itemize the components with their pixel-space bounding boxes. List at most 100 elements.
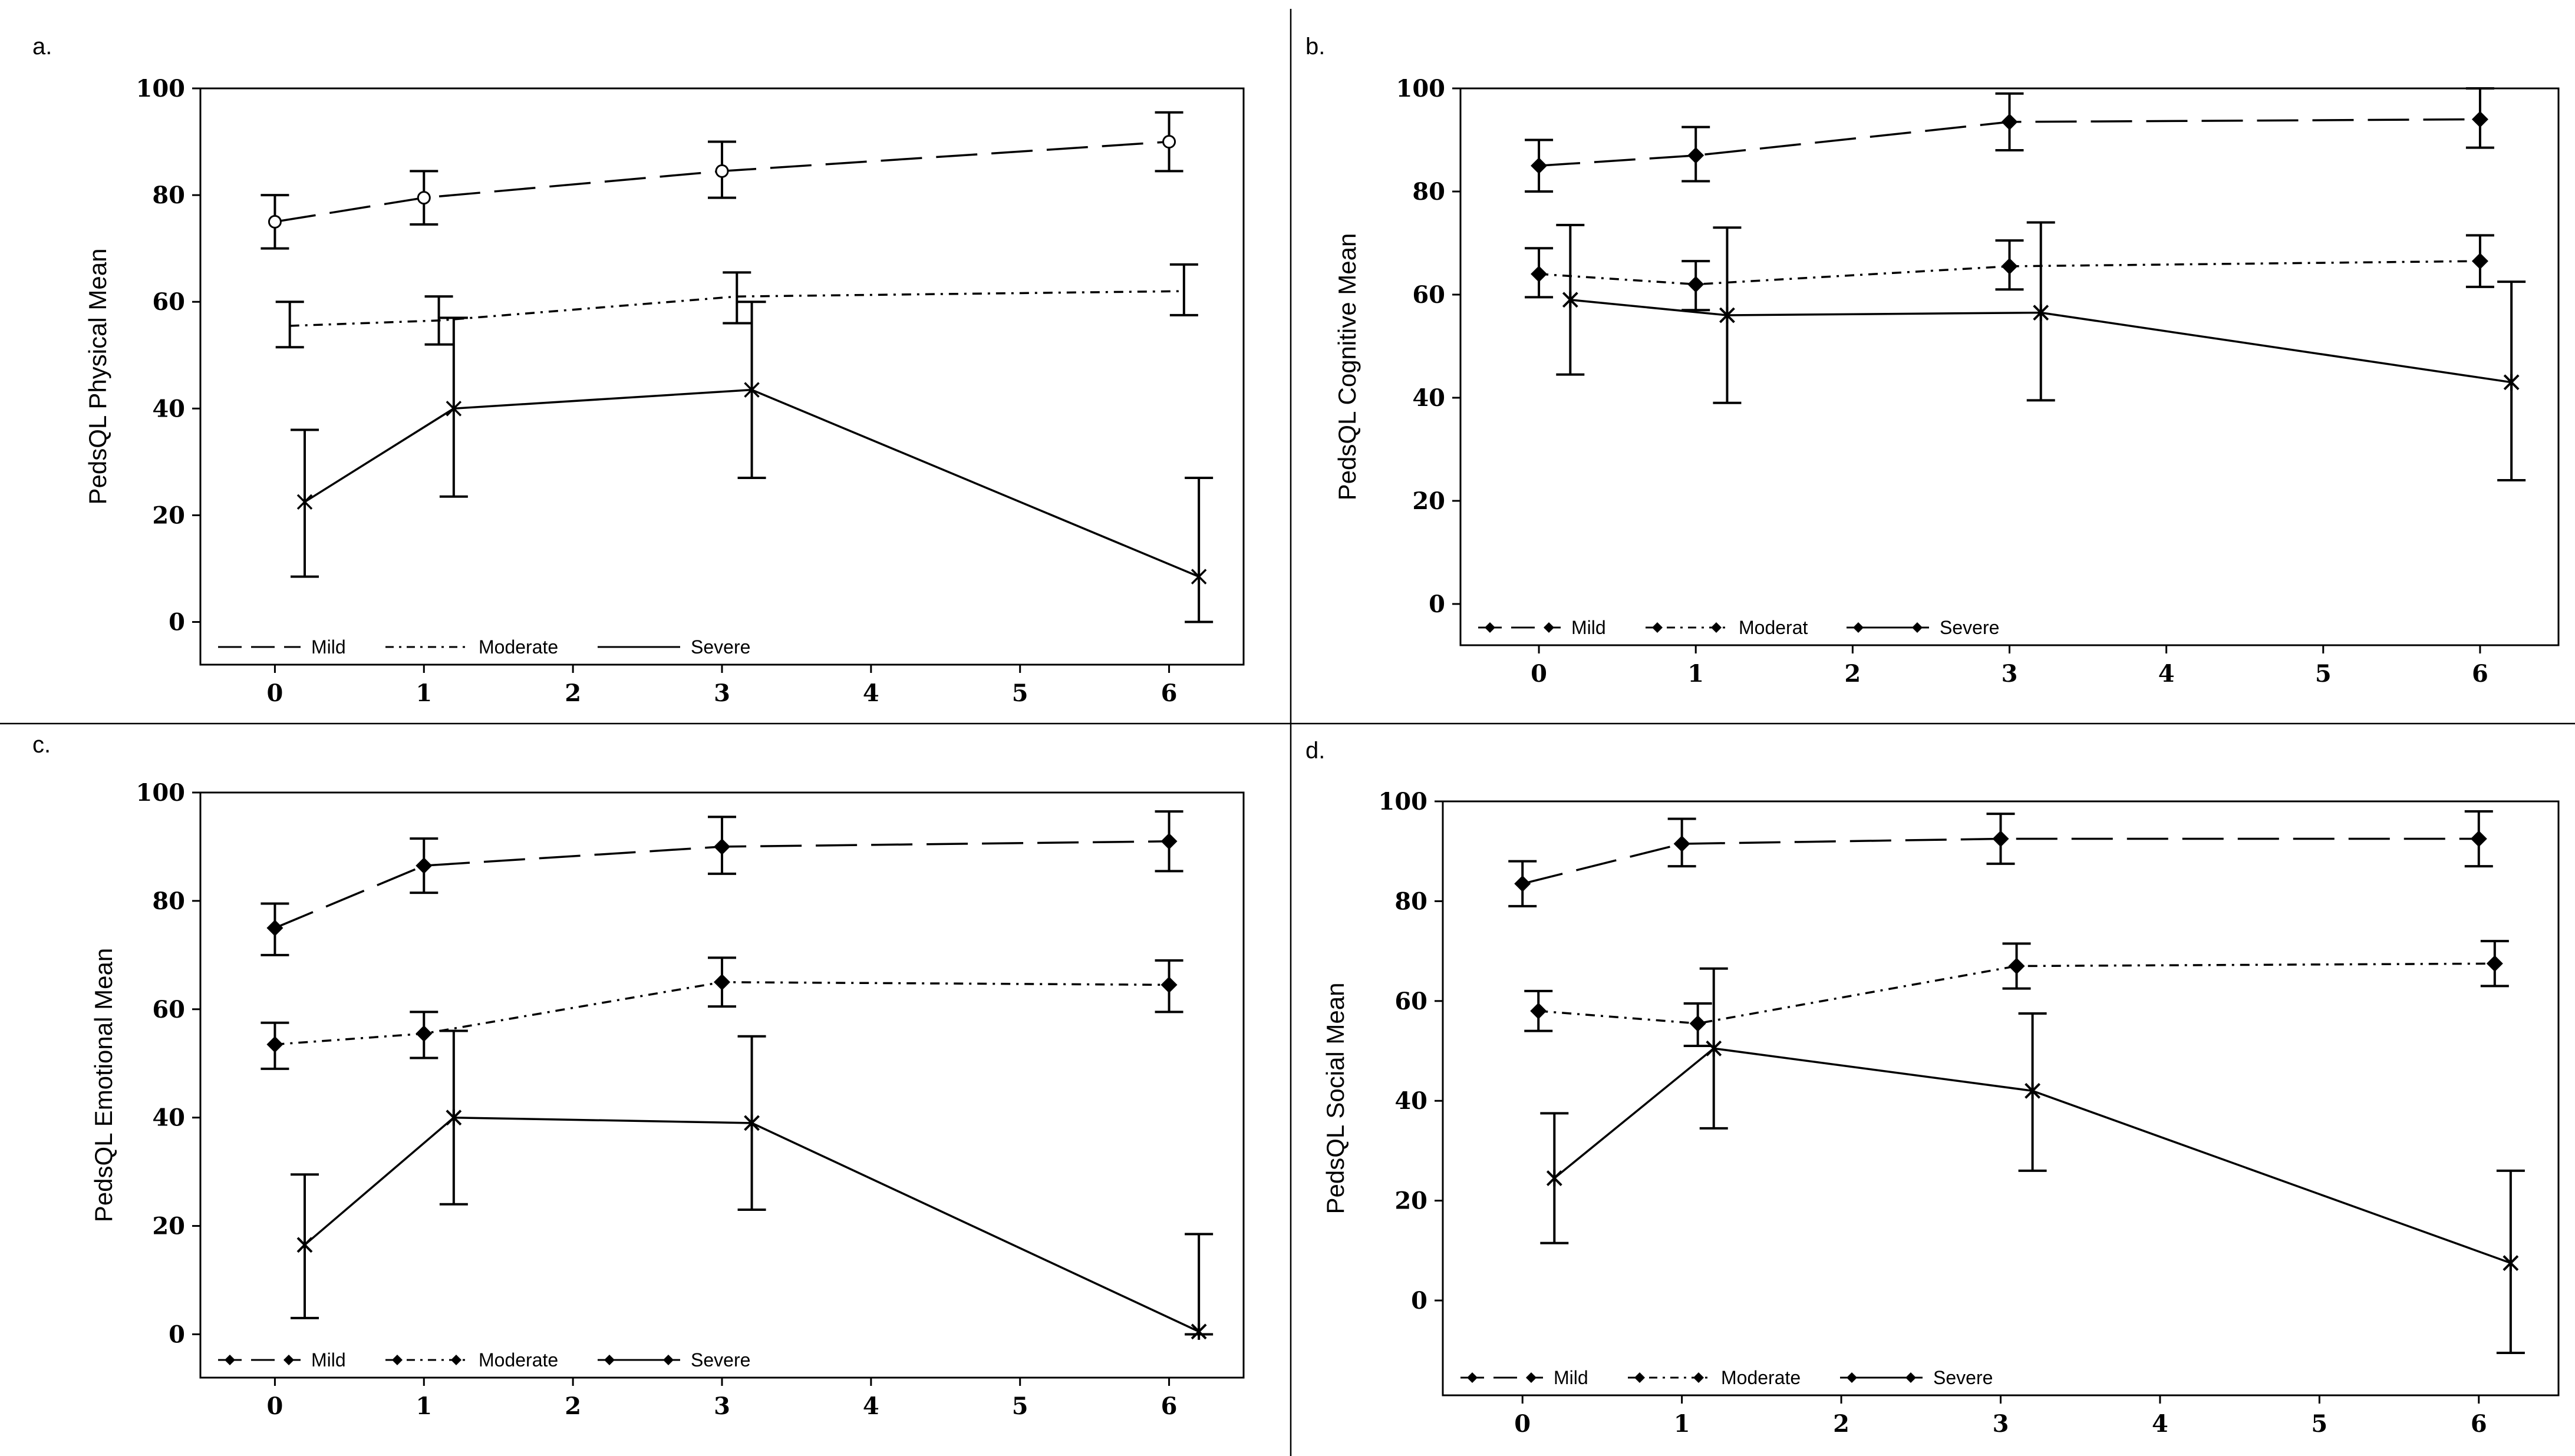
y-tick-label: 80 [1412,178,1445,206]
x-tick-label: 1 [1687,660,1704,688]
y-axis-label: PedsQL Emotional Mean [90,948,117,1222]
y-tick-label: 0 [1411,1287,1427,1315]
y-axis-label: PedsQL Cognitive Mean [1333,233,1361,501]
legend-marker [1652,622,1663,633]
x-tick-label: 3 [2002,660,2018,688]
series-line [275,140,1169,223]
data-point [1706,1040,1722,1057]
series-line [1554,1047,2511,1264]
data-point [2503,374,2520,391]
data-point [1531,266,1548,282]
x-tick-label: 0 [1514,1410,1531,1438]
y-tick-label: 0 [1429,590,1445,618]
data-point [417,191,431,205]
series-mild [261,810,1183,956]
legend-marker [1526,1372,1537,1383]
series-severe [1556,221,2526,481]
legend-label: Moderat [1739,617,1808,638]
x-tick-label: 6 [1161,679,1178,707]
data-point [1687,276,1704,293]
series-line [1570,299,2512,384]
legend-marker [1544,622,1554,633]
data-point [1687,147,1704,164]
legend-label: Mild [311,1349,346,1371]
series-line [1538,260,2480,286]
series-severe [1540,967,2525,1354]
data-point [2001,113,2018,130]
data-point [268,214,282,229]
legend-marker [604,1355,615,1365]
y-tick-label: 40 [1412,384,1445,412]
legend: Mild Moderate Severe [218,1349,750,1371]
x-tick-label: 2 [1833,1410,1849,1438]
data-point [1514,875,1531,892]
y-tick-label: 20 [1394,1187,1427,1215]
legend-marker [451,1355,461,1365]
y-tick-label: 0 [169,609,185,636]
data-point [1992,830,2009,847]
y-tick-label: 60 [1412,281,1445,309]
data-point [744,382,760,398]
series-mild [1525,87,2494,193]
plot-frame [1442,800,2560,1396]
legend-marker [1853,622,1864,633]
x-tick-label: 6 [1161,1392,1178,1420]
x-tick-label: 4 [2158,660,2175,688]
x-tick-label: 5 [1012,679,1028,707]
data-point [1160,833,1178,850]
series-moderate [275,263,1198,349]
series-line [1538,118,2480,167]
legend-marker [1467,1372,1478,1383]
error-bar [275,301,304,349]
y-tick-label: 20 [152,1213,185,1240]
legend: Mild Moderate Severe [1460,1367,1993,1388]
data-point [1162,135,1176,149]
data-point [266,919,283,936]
legend-label: Severe [691,636,750,658]
legend-label: Moderate [1721,1367,1801,1388]
legend-marker [1905,1372,1916,1383]
x-tick-label: 2 [1844,660,1861,688]
y-tick-label: 20 [152,501,185,529]
data-point [446,401,462,417]
data-point [2001,257,2018,275]
panel-letter: d. [1305,738,1325,764]
x-tick-label: 3 [1993,1410,2009,1438]
x-tick-label: 0 [267,1392,283,1420]
legend-label: Moderate [479,636,558,658]
series-line [304,388,1199,578]
x-tick-label: 1 [1674,1410,1690,1438]
data-point [2486,955,2503,972]
legend-marker [663,1355,674,1365]
y-tick-label: 80 [1394,887,1427,915]
series-line [274,840,1169,929]
data-point [446,1109,462,1126]
y-tick-label: 40 [1394,1087,1427,1115]
data-point [2008,958,2025,975]
series-line [304,1116,1199,1333]
legend-marker [1847,1372,1857,1383]
y-tick-label: 40 [152,1104,185,1132]
legend: Mild Moderat Severe [1478,617,1999,638]
data-point [2503,1254,2519,1272]
legend-label: Moderate [479,1349,558,1371]
legend: Mild Moderate Severe [218,636,750,658]
legend-marker [392,1355,403,1365]
legend-label: Mild [1554,1367,1588,1388]
data-point [744,1114,760,1131]
x-tick-label: 0 [267,679,283,707]
x-tick-label: 1 [416,1392,432,1420]
y-tick-label: 20 [1412,487,1445,515]
panel-letter: a. [32,34,52,60]
legend-marker [1693,1372,1704,1383]
data-point [1191,569,1207,585]
data-point [1531,157,1548,174]
y-tick-label: 60 [152,996,185,1024]
plot-frame [1459,87,2560,646]
error-bar [1185,1233,1214,1336]
data-point [416,857,433,874]
y-tick-label: 100 [136,75,186,103]
legend-label: Severe [691,1349,750,1371]
legend-marker [1634,1372,1645,1383]
